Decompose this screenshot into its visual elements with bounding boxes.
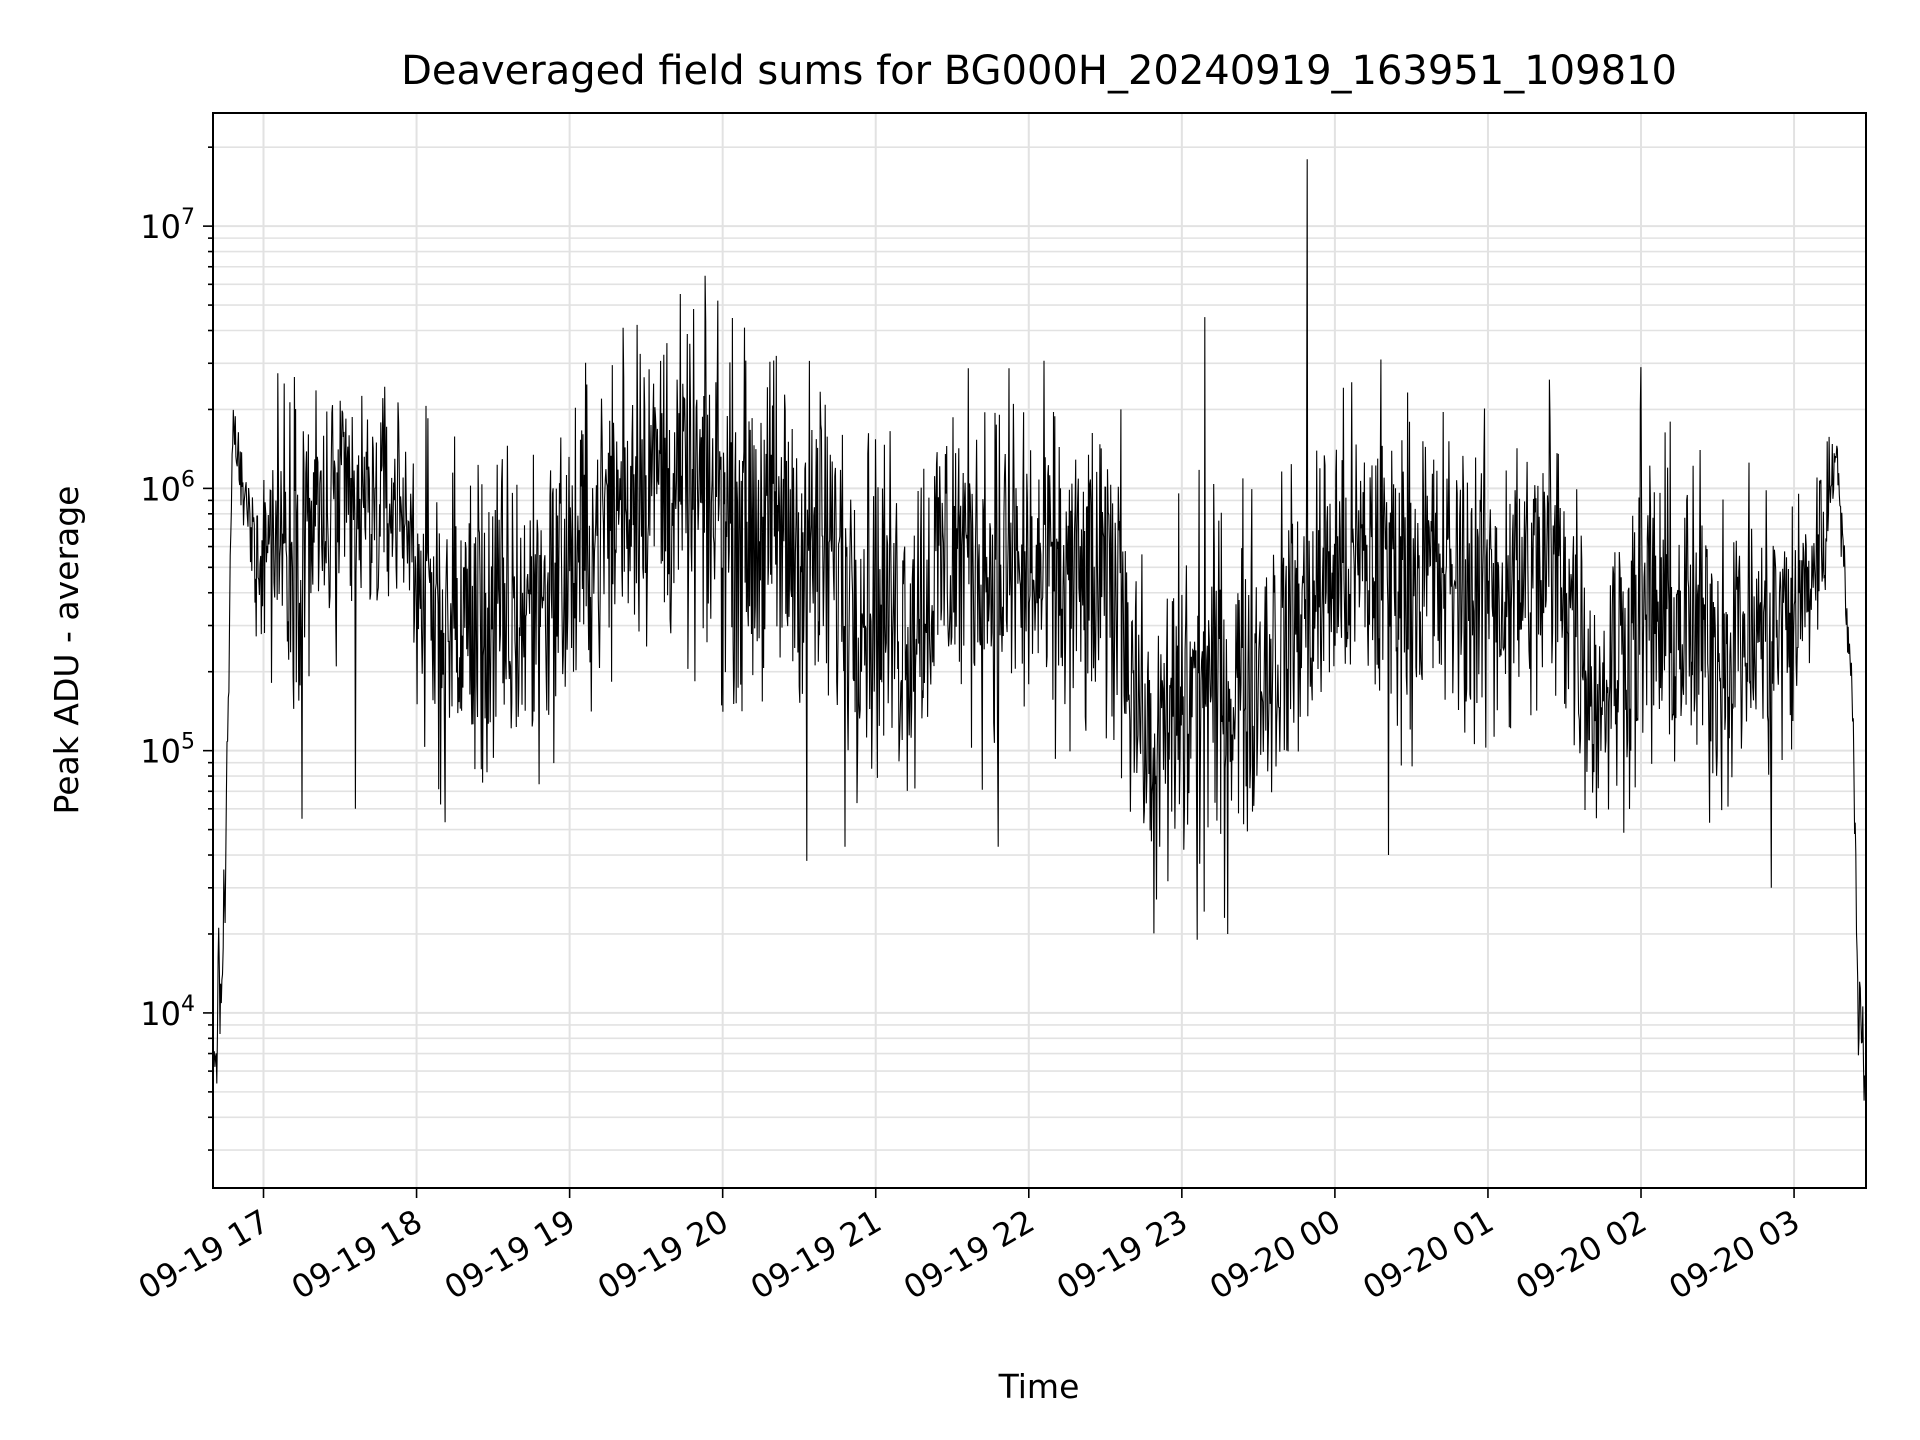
chart-title: Deaveraged field sums for BG000H_2024091…: [401, 48, 1677, 94]
y-tick-label: 104: [140, 992, 195, 1033]
y-tick-label: 105: [140, 730, 195, 771]
series-line: [212, 159, 1867, 1101]
y-tick-label: 107: [140, 205, 195, 246]
series-layer: [212, 159, 1867, 1101]
y-tick-label: 106: [140, 467, 195, 508]
x-axis-label: Time: [998, 1367, 1080, 1406]
y-axis: 104 105 106 107: [140, 146, 213, 1151]
y-axis-label: Peak ADU - average: [47, 486, 86, 815]
plot-frame: [212, 112, 1867, 1189]
